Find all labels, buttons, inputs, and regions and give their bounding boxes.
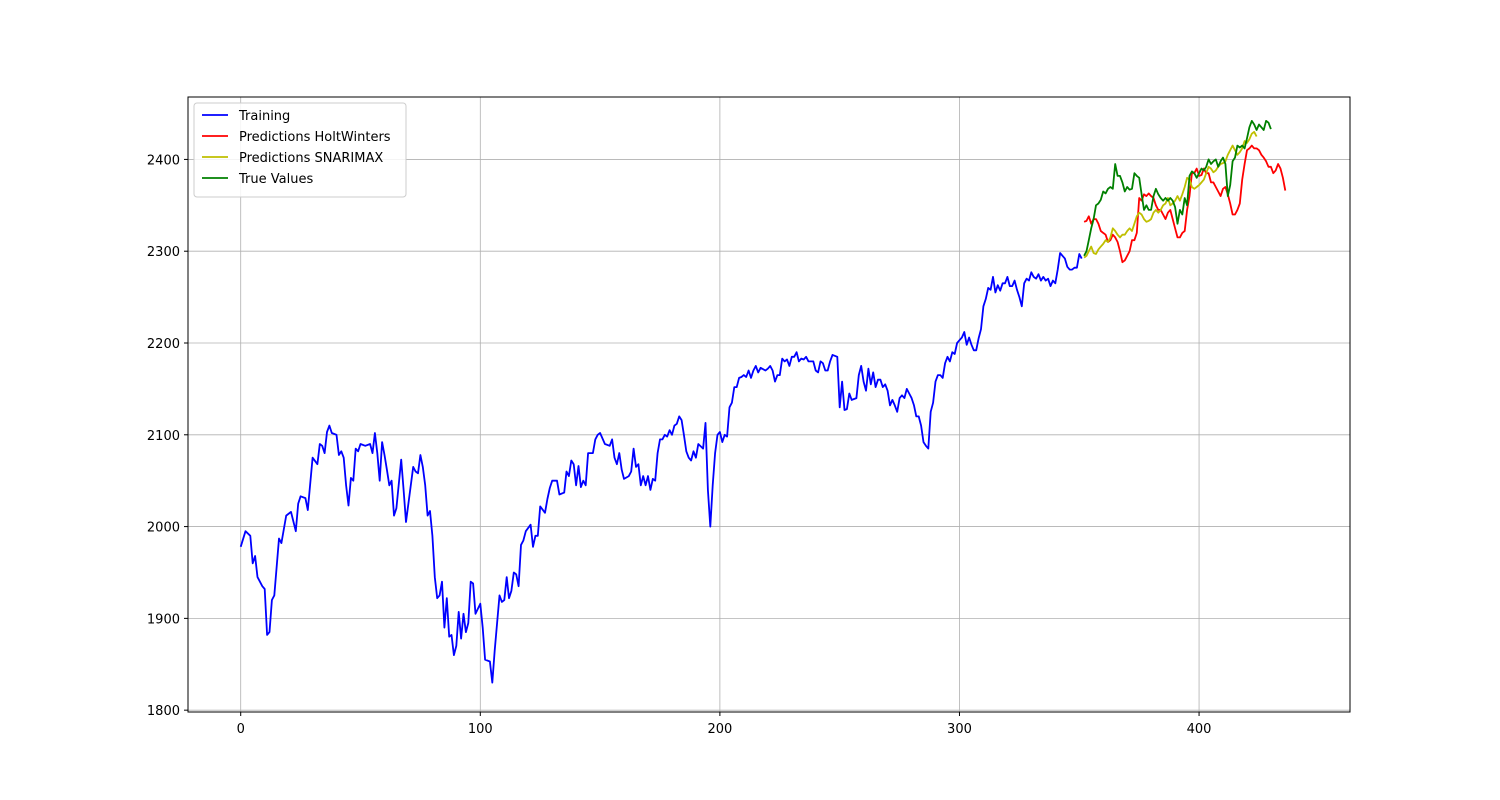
ticks: 0 100 200 300 400 1800 1900 2000 2100 2200 2300 240… (147, 153, 1212, 737)
y-tick-label: 1800 (147, 704, 180, 719)
x-tick-label: 300 (947, 722, 972, 737)
legend: Training Predictions HoltWinters Predictio… (193, 102, 407, 198)
legend-label: True Values (238, 172, 313, 187)
axes-frame (187, 96, 1351, 713)
y-tick-label: 2400 (147, 153, 180, 168)
series-line-predictions-snarimax (1083, 131, 1258, 259)
legend-label: Predictions SNARIMAX (239, 151, 383, 166)
series-line-predictions-holtwinters (1083, 144, 1287, 264)
y-tick-label: 2300 (147, 245, 180, 260)
legend-box (193, 102, 407, 198)
grid (188, 97, 1350, 712)
x-tick-label: 0 (237, 722, 245, 737)
legend-label: Predictions HoltWinters (239, 130, 391, 145)
series-line-training (239, 252, 1083, 684)
y-tick-label: 2100 (147, 429, 180, 444)
x-tick-label: 400 (1187, 722, 1212, 737)
legend-label: Training (238, 109, 290, 124)
y-tick-label: 2000 (147, 521, 180, 536)
x-tick-label: 100 (468, 722, 493, 737)
x-tick-label: 200 (707, 722, 732, 737)
y-tick-label: 2200 (147, 337, 180, 352)
series-line-true-values (1083, 120, 1272, 257)
y-tick-label: 1900 (147, 612, 180, 627)
series-layer (239, 120, 1287, 684)
